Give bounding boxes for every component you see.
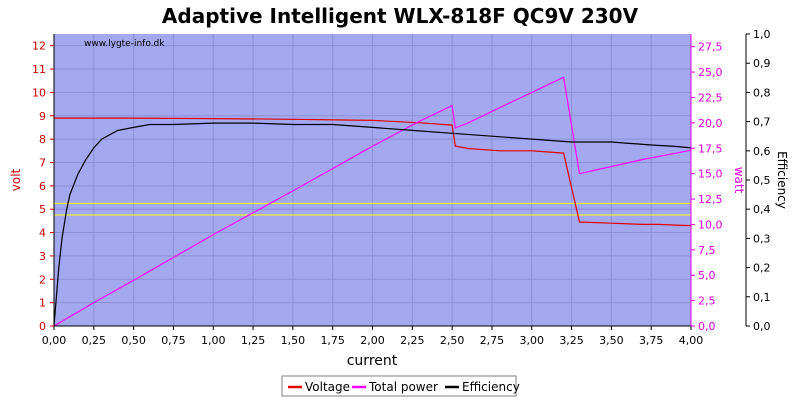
y-left-tick-label: 0 bbox=[39, 320, 46, 333]
y-left-tick-label: 5 bbox=[39, 203, 46, 216]
x-tick-label: 0,25 bbox=[82, 334, 107, 347]
x-tick-label: 2,50 bbox=[440, 334, 465, 347]
y-right2-tick-label: 1,0 bbox=[753, 28, 771, 41]
y-right2-tick-label: 0,2 bbox=[753, 262, 771, 275]
x-axis-title: current bbox=[347, 353, 398, 369]
y-right1-axis-title: watt bbox=[732, 167, 746, 194]
x-tick-label: 2,00 bbox=[360, 334, 385, 347]
y-left-tick-label: 4 bbox=[39, 227, 46, 240]
x-tick-label: 0,75 bbox=[161, 334, 186, 347]
x-tick-label: 2,75 bbox=[480, 334, 505, 347]
y-right1-tick-label: 27,5 bbox=[698, 41, 723, 54]
x-tick-label: 3,25 bbox=[559, 334, 584, 347]
y-right1-tick-label: 5,0 bbox=[698, 269, 716, 282]
y-right1-tick-label: 12,5 bbox=[698, 193, 723, 206]
y-right1-tick-label: 17,5 bbox=[698, 142, 723, 155]
y-right1-tick-label: 2,5 bbox=[698, 295, 716, 308]
y-right1-tick-label: 15,0 bbox=[698, 168, 723, 181]
y-right2-tick-label: 0,1 bbox=[753, 291, 771, 304]
y-right2-tick-label: 0,6 bbox=[753, 145, 771, 158]
watermark-text: www.lygte-info.dk bbox=[84, 39, 165, 49]
x-tick-label: 1,25 bbox=[241, 334, 266, 347]
y-right2-tick-label: 0,8 bbox=[753, 86, 771, 99]
y-right2-axis-ticks: 0,0 0,1 0,2 0,3 0,4 0,5 0,6 0,7 0,8 0,9 1,0 bbox=[746, 28, 771, 333]
x-tick-label: 4,00 bbox=[679, 334, 704, 347]
y-left-tick-label: 6 bbox=[39, 180, 46, 193]
y-right1-tick-label: 25,0 bbox=[698, 66, 723, 79]
x-tick-label: 1,50 bbox=[281, 334, 306, 347]
y-left-axis-title: volt bbox=[9, 168, 23, 191]
legend-label-efficiency: Efficiency bbox=[462, 380, 520, 394]
y-left-tick-label: 12 bbox=[32, 40, 46, 53]
x-tick-label: 1,00 bbox=[201, 334, 226, 347]
y-right1-tick-label: 0,0 bbox=[698, 320, 716, 333]
y-right1-tick-label: 20,0 bbox=[698, 117, 723, 130]
y-left-tick-label: 9 bbox=[39, 110, 46, 123]
y-left-tick-label: 1 bbox=[39, 297, 46, 310]
chart-title: Adaptive Intelligent WLX-818F QC9V 230V bbox=[162, 4, 639, 28]
y-right2-tick-label: 0,0 bbox=[753, 320, 771, 333]
y-left-tick-label: 8 bbox=[39, 133, 46, 146]
y-left-tick-label: 2 bbox=[39, 273, 46, 286]
y-right1-axis-ticks: 0,0 2,5 5,0 7,5 10,0 12,5 15,0 17,5 20,0 22,5 25,0… bbox=[691, 41, 723, 333]
y-right2-tick-label: 0,9 bbox=[753, 57, 771, 70]
y-right1-tick-label: 7,5 bbox=[698, 244, 716, 257]
y-left-tick-label: 10 bbox=[32, 86, 46, 99]
y-left-tick-label: 7 bbox=[39, 156, 46, 169]
legend-label-voltage: Voltage bbox=[305, 380, 350, 394]
y-right2-tick-label: 0,3 bbox=[753, 232, 771, 245]
y-right1-tick-label: 22,5 bbox=[698, 91, 723, 104]
y-right2-tick-label: 0,7 bbox=[753, 116, 771, 129]
y-right1-tick-label: 10,0 bbox=[698, 218, 723, 231]
x-axis-ticks: 0,00 0,25 0,50 0,75 1,00 1,25 1,50 1,75 2,00 2,25… bbox=[42, 326, 704, 347]
x-tick-label: 3,75 bbox=[639, 334, 664, 347]
y-left-tick-label: 3 bbox=[39, 250, 46, 263]
x-tick-label: 0,00 bbox=[42, 334, 67, 347]
y-right2-tick-label: 0,5 bbox=[753, 174, 771, 187]
x-tick-label: 1,75 bbox=[320, 334, 345, 347]
y-right2-tick-label: 0,4 bbox=[753, 203, 771, 216]
legend: Voltage Total power Efficiency bbox=[282, 376, 520, 396]
x-tick-label: 2,25 bbox=[400, 334, 425, 347]
legend-label-total-power: Total power bbox=[368, 380, 438, 394]
y-left-tick-label: 11 bbox=[32, 63, 46, 76]
x-tick-label: 3,50 bbox=[599, 334, 624, 347]
x-tick-label: 3,00 bbox=[520, 334, 545, 347]
y-right2-axis-title: Efficiency bbox=[775, 151, 789, 209]
x-tick-label: 0,50 bbox=[121, 334, 146, 347]
